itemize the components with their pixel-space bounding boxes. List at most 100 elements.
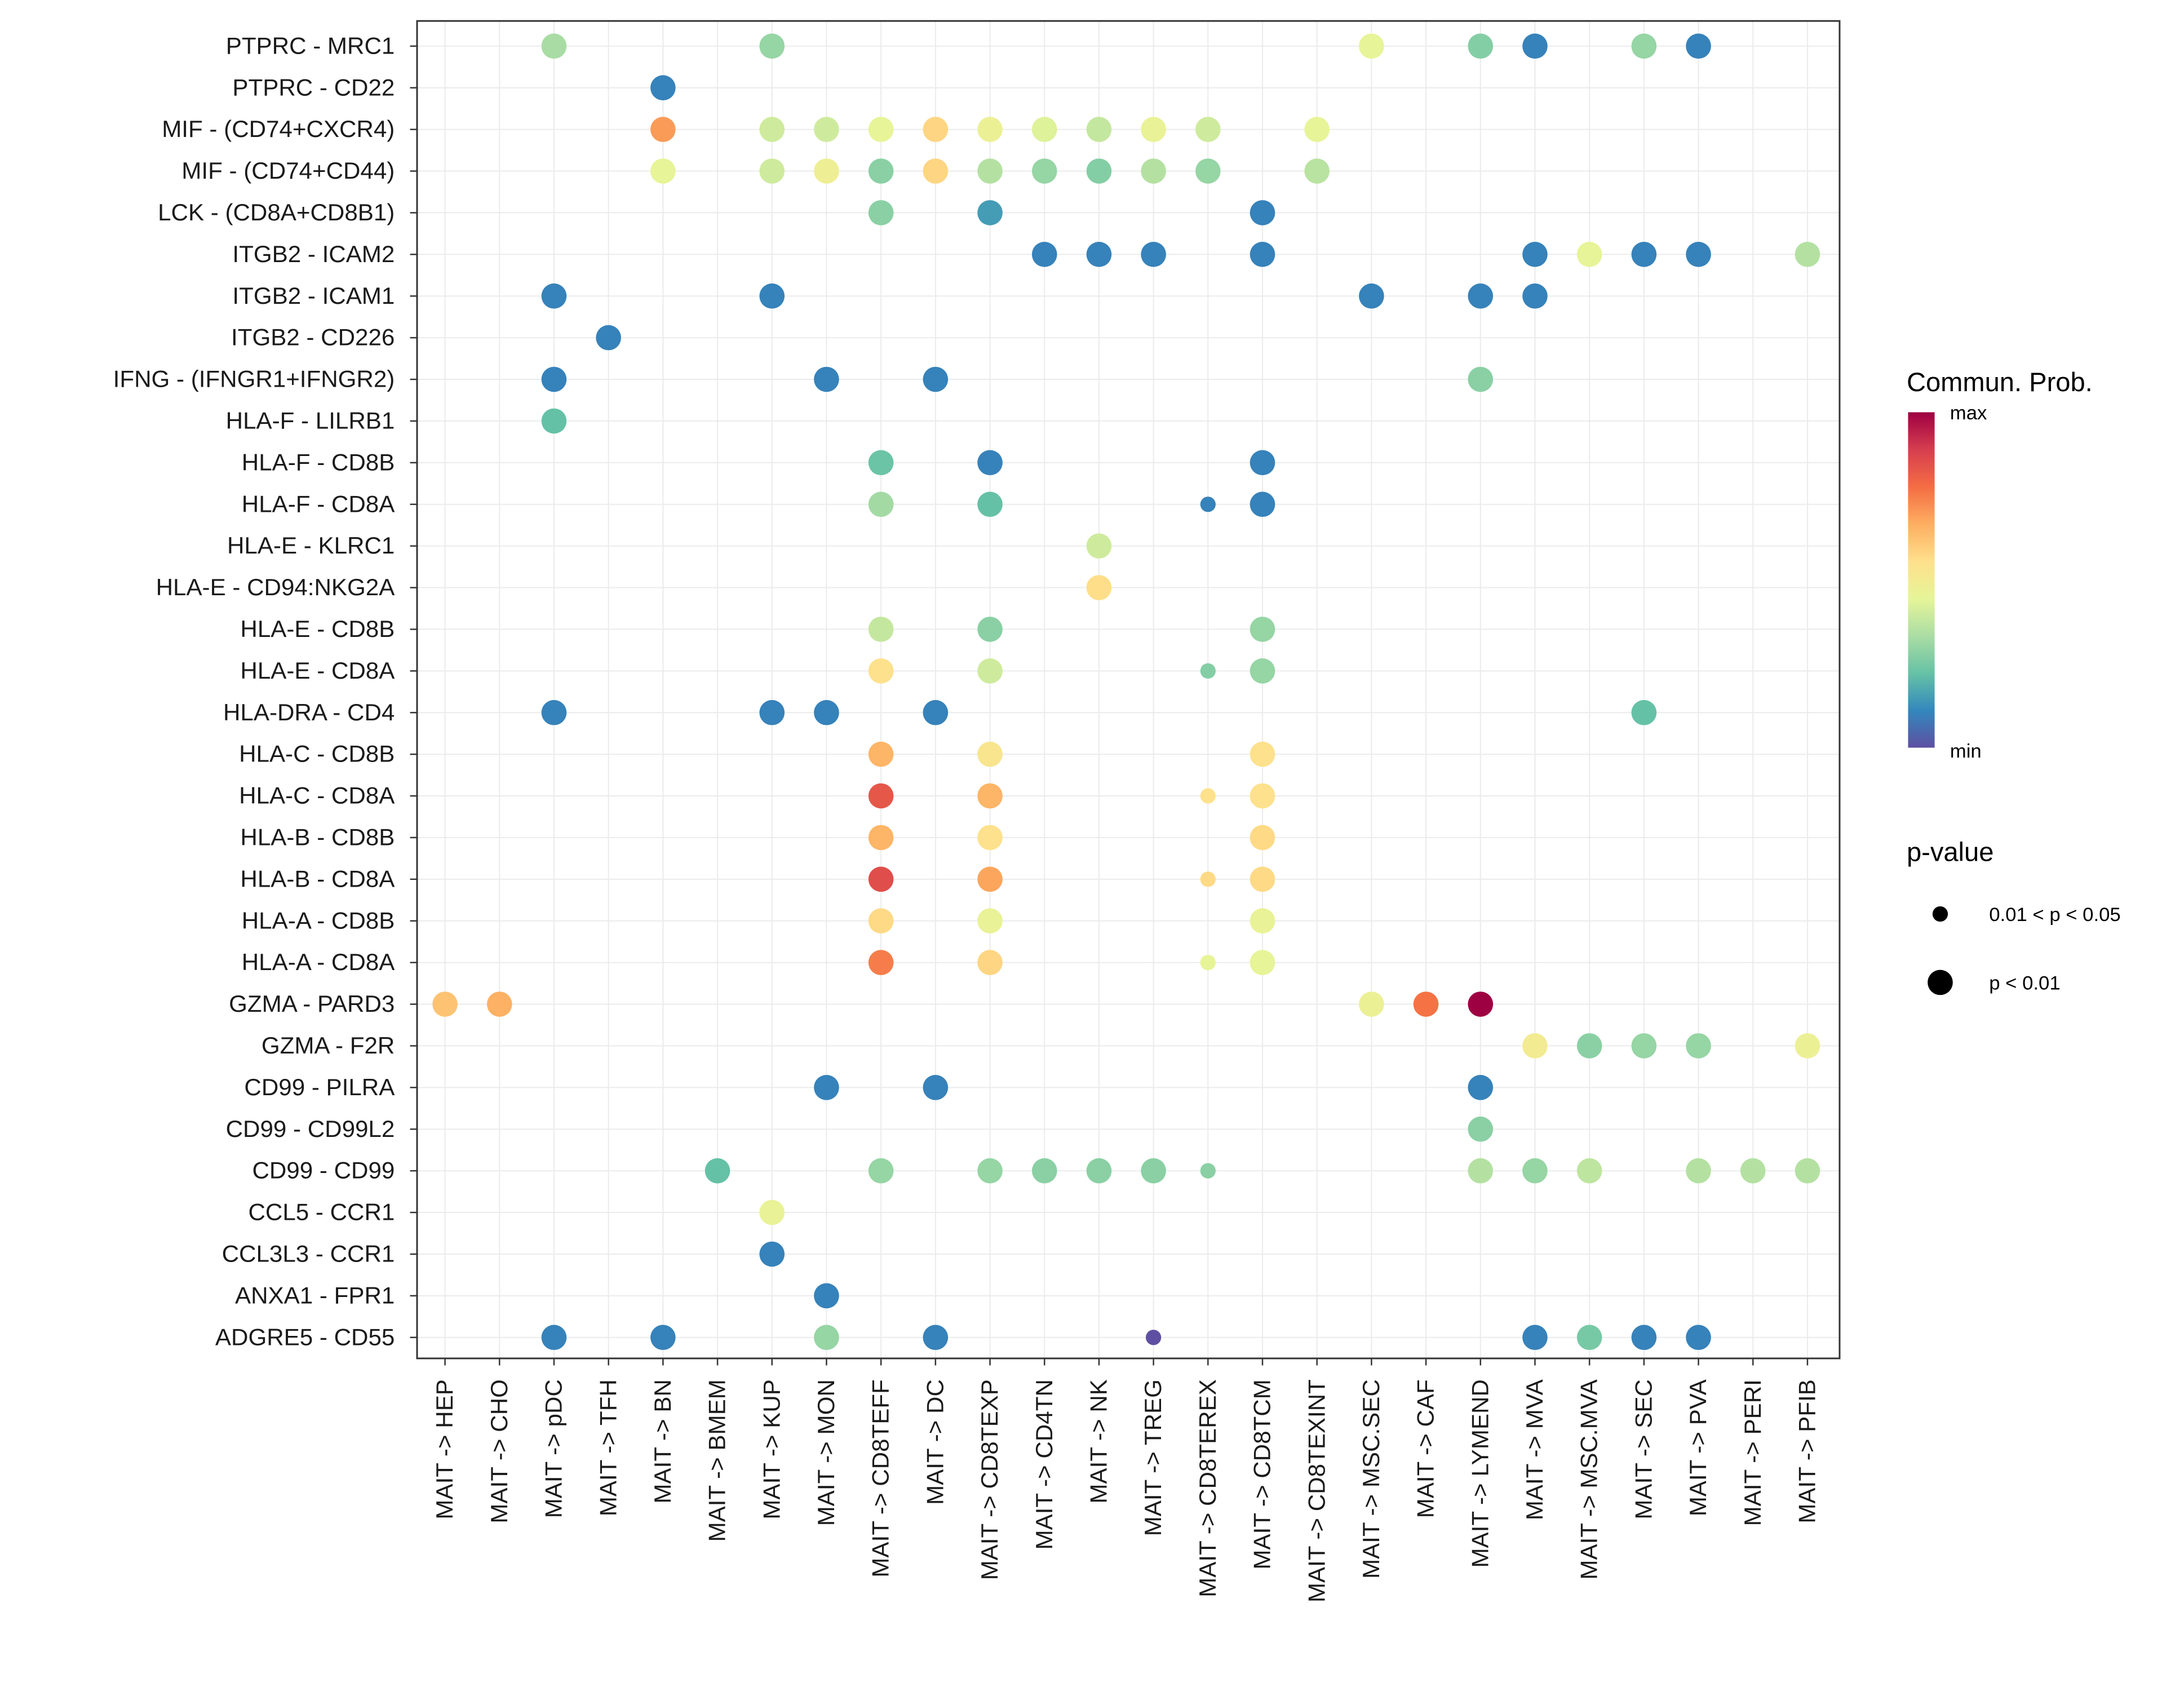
- data-point: [650, 1325, 676, 1351]
- data-point: [1031, 117, 1057, 142]
- color-legend: Commun. Prob. max min: [1907, 367, 2093, 762]
- data-point: [650, 117, 676, 142]
- data-point: [1359, 991, 1384, 1017]
- data-point: [1576, 1158, 1602, 1184]
- data-point: [1200, 871, 1216, 887]
- data-point: [1250, 783, 1275, 809]
- x-tick-label: MAIT -> KUP: [758, 1379, 785, 1520]
- plot-panel-border: [416, 20, 1841, 1360]
- data-point: [486, 991, 512, 1017]
- data-point: [868, 117, 894, 142]
- data-point: [541, 33, 567, 59]
- data-point: [1250, 658, 1275, 684]
- data-point: [977, 950, 1003, 975]
- y-tick-label: CCL5 - CCR1: [248, 1199, 395, 1225]
- y-tick-label: GZMA - PARD3: [229, 990, 395, 1017]
- data-point: [1250, 450, 1275, 476]
- y-tick-label: ITGB2 - CD226: [231, 324, 395, 351]
- data-point: [1795, 1158, 1820, 1184]
- data-point: [1468, 33, 1494, 59]
- size-legend: p-value 0.01 < p < 0.05 p < 0.01: [1907, 836, 2121, 995]
- data-point: [977, 158, 1003, 184]
- data-point: [977, 783, 1003, 809]
- x-tick-label: MAIT -> CD8TEXP: [976, 1379, 1003, 1580]
- size-legend-label-small: 0.01 < p < 0.05: [1989, 904, 2120, 926]
- data-point: [1031, 242, 1057, 267]
- data-point: [1086, 575, 1112, 600]
- data-point: [1795, 1033, 1820, 1059]
- data-point: [1145, 1330, 1162, 1345]
- data-point: [1522, 1325, 1548, 1351]
- y-tick-label: HLA-E - CD8B: [240, 616, 395, 642]
- data-point: [1522, 1033, 1548, 1059]
- data-point: [868, 950, 894, 975]
- y-tick-label: MIF - (CD74+CD44): [181, 157, 395, 184]
- data-point: [1468, 283, 1494, 309]
- y-tick-label: HLA-A - CD8A: [242, 949, 395, 975]
- y-tick-label: HLA-B - CD8A: [240, 865, 395, 892]
- data-point: [1250, 950, 1275, 975]
- colorbar-max-label: max: [1950, 402, 1987, 424]
- data-point: [868, 741, 894, 767]
- data-point: [1359, 283, 1384, 309]
- y-tick-label: LCK - (CD8A+CD8B1): [158, 199, 395, 225]
- data-point: [1359, 33, 1384, 59]
- data-point: [650, 158, 676, 184]
- data-point: [1200, 788, 1216, 804]
- data-point: [814, 1325, 839, 1351]
- data-point: [1031, 1158, 1057, 1184]
- x-tick-label: MAIT -> MSC.SEC: [1358, 1379, 1384, 1579]
- data-point: [1468, 1075, 1494, 1100]
- data-point: [868, 450, 894, 476]
- data-point: [1468, 991, 1494, 1017]
- data-point: [977, 200, 1003, 225]
- x-tick-label: MAIT -> MON: [813, 1379, 839, 1526]
- data-point: [1631, 1033, 1657, 1059]
- x-tick-label: MAIT -> BMEM: [704, 1379, 730, 1542]
- x-tick-label: MAIT -> DC: [922, 1379, 948, 1505]
- data-point: [1200, 663, 1216, 679]
- data-point: [1200, 954, 1216, 971]
- data-point: [1304, 117, 1330, 142]
- data-point: [923, 158, 949, 184]
- data-point: [814, 1075, 839, 1100]
- data-point: [1468, 1158, 1494, 1184]
- y-tick-label: HLA-E - CD8A: [240, 657, 395, 684]
- data-point: [1195, 158, 1221, 184]
- data-point: [1631, 1325, 1657, 1351]
- y-tick-label: PTPRC - CD22: [232, 74, 395, 100]
- x-tick-label: MAIT -> PVA: [1685, 1379, 1711, 1516]
- y-tick-label: MIF - (CD74+CXCR4): [162, 116, 395, 142]
- data-point: [1686, 1158, 1711, 1184]
- size-legend-large-dot: [1928, 970, 1953, 995]
- data-point: [868, 658, 894, 684]
- data-point: [868, 825, 894, 851]
- data-point: [1413, 991, 1439, 1017]
- data-point: [432, 991, 458, 1017]
- x-tick-label: MAIT -> BN: [649, 1379, 676, 1503]
- data-point: [1576, 1033, 1602, 1059]
- x-tick-label: MAIT -> TREG: [1140, 1379, 1166, 1536]
- y-tick-label: HLA-E - KLRC1: [227, 532, 395, 559]
- data-point: [1522, 242, 1548, 267]
- data-point: [1576, 242, 1602, 267]
- data-point: [541, 408, 567, 434]
- x-tick-label: MAIT -> CD4TN: [1031, 1379, 1057, 1550]
- data-point: [1250, 825, 1275, 851]
- data-point: [1086, 158, 1112, 184]
- data-point: [759, 117, 785, 142]
- x-tick-label: MAIT -> TFH: [595, 1379, 621, 1516]
- data-point: [1086, 1158, 1112, 1184]
- x-tick-label: MAIT -> PERI: [1739, 1379, 1766, 1526]
- data-point: [923, 1075, 949, 1100]
- data-point: [541, 366, 567, 392]
- data-point: [1686, 242, 1711, 267]
- y-tick-label: HLA-A - CD8B: [242, 907, 395, 933]
- y-tick-label: HLA-C - CD8B: [239, 741, 395, 767]
- data-point: [1250, 908, 1275, 934]
- y-tick-label: CCL3L3 - CCR1: [222, 1241, 395, 1267]
- data-point: [759, 33, 785, 59]
- x-tick-label: MAIT -> CHO: [486, 1379, 512, 1524]
- data-point: [705, 1158, 730, 1184]
- data-point: [1250, 617, 1275, 642]
